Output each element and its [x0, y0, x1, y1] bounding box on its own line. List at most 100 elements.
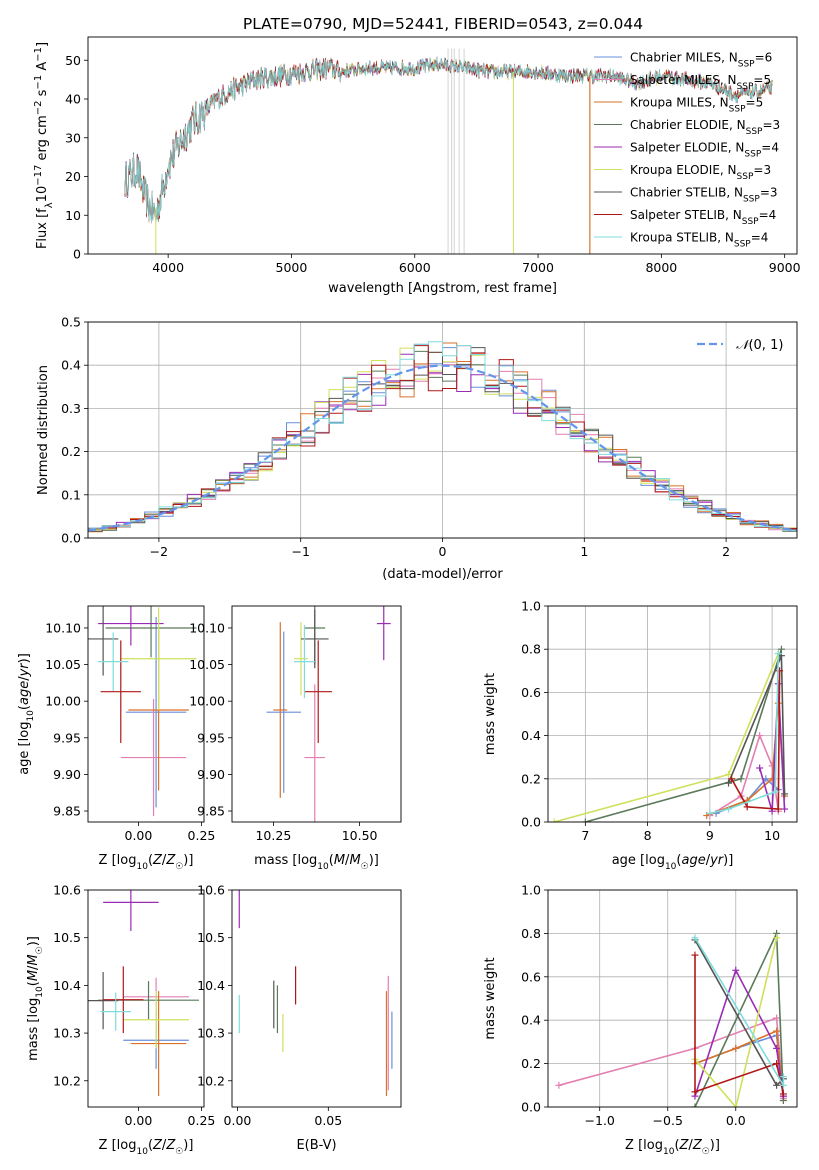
label-part: mass [log	[254, 853, 317, 868]
x-tick-label: 0.00	[224, 1113, 252, 1128]
label-part: 10	[136, 1147, 148, 1157]
y-tick-label: 40	[65, 92, 81, 107]
label-part: ☉	[175, 1147, 183, 1157]
y-tick-label: 10.10	[189, 620, 225, 635]
y-tick-label: 10.2	[53, 1073, 81, 1088]
label-part: (0, 1)	[748, 338, 783, 353]
y-tick-label: 10.3	[197, 1026, 225, 1041]
y-tick-label: 10.00	[189, 694, 225, 709]
y-tick-label: 0.8	[521, 642, 541, 657]
label-part: 10	[663, 1147, 675, 1157]
y-tick-label: 10.10	[45, 620, 81, 635]
x-axis-label: Z [log10(Z/Z☉)]	[99, 1138, 194, 1157]
label-part: /	[162, 1138, 167, 1153]
y-tick-label: 10.5	[53, 930, 81, 945]
y-axis-label: Normed distribution	[36, 365, 51, 495]
label-part: SSP	[742, 217, 759, 227]
label-part: Z	[152, 853, 163, 868]
label-part: )]	[183, 1138, 193, 1153]
label-part: =3	[753, 163, 771, 177]
legend-entry: Kroupa ELODIE, NSSP=3	[630, 163, 771, 182]
y-tick-label: 9.95	[197, 730, 225, 745]
label-part: (	[676, 853, 681, 868]
plot-area	[238, 890, 393, 1097]
label-part: ☉	[361, 862, 369, 872]
axes-frame	[231, 889, 402, 1108]
label-part: Chabrier MILES, N	[630, 51, 738, 65]
x-tick-label: 4000	[152, 260, 184, 275]
plot-area	[266, 606, 391, 822]
label-part: (	[148, 853, 153, 868]
y-tick-label: 1.0	[521, 599, 541, 614]
label-part: =5	[753, 73, 771, 87]
label-part: Kroupa MILES, N	[630, 96, 729, 110]
label-part: age	[17, 681, 32, 705]
label-part: 10	[35, 186, 50, 203]
spectrum-line	[124, 58, 773, 223]
plot-area	[88, 341, 797, 533]
label-part: ☉	[702, 1147, 710, 1157]
panel-3: 0.00 0.25 9.85 9.90 9.95 10.00 10.05 10.10 Z [lo…	[17, 605, 215, 872]
plot-area	[88, 890, 199, 1097]
x-tick-label: 7000	[522, 260, 554, 275]
x-tick-label: 5000	[276, 260, 308, 275]
label-part: /	[17, 676, 32, 681]
label-part: yr	[17, 662, 32, 678]
y-tick-label: 1.0	[521, 883, 541, 898]
label-part: (	[674, 1138, 679, 1153]
x-tick-label: 1	[580, 544, 588, 559]
label-part: =4	[759, 208, 777, 222]
label-part: )]	[17, 653, 32, 663]
x-axis-label: E(B-V)	[296, 1138, 336, 1153]
legend-entry: Kroupa STELIB, NSSP=4	[630, 231, 768, 250]
y-tick-label: 10.05	[45, 657, 81, 672]
axes-frame	[231, 605, 402, 823]
label-part: age [log	[17, 722, 32, 775]
legend-entry: Salpeter ELODIE, NSSP=4	[630, 141, 779, 160]
legend-entry: Salpeter MILES, NSSP=5	[630, 73, 771, 92]
y-tick-label: 10.00	[45, 694, 81, 709]
label-part: Z	[165, 853, 176, 868]
weight-line	[553, 653, 780, 822]
y-tick-label: 0.2	[61, 444, 81, 459]
x-tick-label: 0.0	[726, 1113, 746, 1128]
label-part: Flux [f	[35, 208, 50, 249]
y-tick-label: 9.90	[53, 767, 81, 782]
x-tick-label: 0.00	[125, 828, 153, 843]
label-part: ☉	[35, 946, 45, 954]
label-part: =6	[755, 51, 773, 65]
label-part: ]	[35, 42, 50, 47]
plot-area	[550, 645, 789, 822]
legend-entry: Chabrier MILES, NSSP=6	[630, 51, 772, 70]
histogram-step	[88, 341, 797, 531]
label-part: Chabrier STELIB, N	[630, 186, 743, 200]
label-part: )]	[183, 853, 193, 868]
x-tick-label: 8	[644, 828, 652, 843]
label-part: =5	[746, 96, 764, 110]
label-part: 10	[136, 862, 148, 872]
x-tick-label: 8000	[645, 260, 677, 275]
label-part: Z [log	[99, 853, 137, 868]
weight-line	[694, 937, 785, 1089]
y-tick-label: 0.4	[521, 728, 541, 743]
x-axis-label: Z [log10(Z/Z☉)]	[99, 853, 194, 872]
y-tick-label: 10	[65, 208, 81, 223]
panel-8: −1.0 −0.5 0.00.00.20.40.60.81.0Z [log10(Z/…	[483, 883, 798, 1157]
axes-frame	[87, 889, 205, 1108]
x-tick-label: 6000	[399, 260, 431, 275]
y-tick-label: 0.0	[521, 815, 541, 830]
y-axis-label: Flux [fλ10−17 erg cm−2 s−1 A−1]	[33, 42, 55, 249]
x-axis-label: mass [log10(M/M☉)]	[254, 853, 379, 872]
label-part: SSP	[744, 150, 761, 160]
label-part: M	[334, 853, 345, 868]
panel-7: 0.00 0.05 10.2 10.3 10.4 10.5 10.6 E(B-V)	[197, 883, 402, 1153]
label-part: M	[349, 853, 360, 868]
legend-entry: Chabrier ELODIE, NSSP=3	[630, 118, 780, 137]
label-part: age [log	[612, 853, 665, 868]
y-tick-label: 9.85	[197, 804, 225, 819]
label-part: =4	[751, 231, 769, 245]
axes-frame	[87, 605, 205, 823]
